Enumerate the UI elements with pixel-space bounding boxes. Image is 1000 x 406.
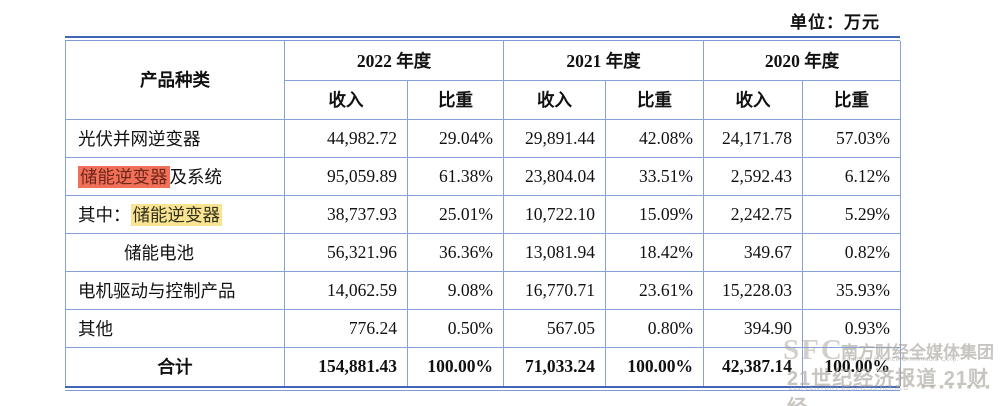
income-cell-2020: 2,242.75 [703,194,803,234]
income-cell-2021: 29,891.44 [503,118,606,158]
share-cell-2021: 0.80% [605,308,704,348]
watermark-squares: ■ ■ ■ ■ ■ ■ ■ ■ [921,384,991,391]
table-row: 其中： 储能逆变器 38,737.93 25.01% 10,722.10 15.0… [65,194,901,234]
product-label-text: 其他 [78,318,113,339]
total-share-2022: 100.00% [407,346,504,386]
share-cell-2020: 35.93% [802,270,901,310]
red-highlight: 储能逆变器 [78,165,170,188]
income-cell-2022: 56,321.96 [284,232,408,272]
product-label: 储能逆变器 及系统 [65,156,285,196]
share-cell-2022: 9.08% [407,270,504,310]
income-cell-2020: 24,171.78 [703,118,803,158]
income-cell-2022: 14,062.59 [284,270,408,310]
unit-label: 单位：万元 [790,13,880,32]
income-cell-2021: 23,804.04 [503,156,606,196]
share-cell-2022: 61.38% [407,156,504,196]
table-row: 储能逆变器 及系统 95,059.89 61.38% 23,804.04 33.5… [65,156,901,196]
income-cell-2022: 38,737.93 [284,194,408,234]
share-cell-2022: 36.36% [407,232,504,272]
year-header-2022: 2022 年度 [284,41,504,81]
table-header-sub: 收入 比重 收入 比重 收入 比重 [66,79,901,120]
income-cell-2020: 2,592.43 [703,156,803,196]
total-label: 合计 [65,346,285,386]
share-header-2021: 比重 [605,79,704,120]
total-income-2020: 42,387.14 [703,346,803,386]
year-header-2021: 2021 年度 [503,41,704,81]
income-header-2021: 收入 [503,79,606,120]
income-cell-2022: 95,059.89 [284,156,408,196]
table-row: 其他 776.24 0.50% 567.05 0.80% 394.90 0.93… [65,308,901,348]
year-header-2020: 2020 年度 [703,41,901,81]
share-cell-2022: 29.04% [407,118,504,158]
product-label: 储能电池 [65,232,285,272]
table-row: 储能电池 56,321.96 36.36% 13,081.94 18.42% 3… [65,232,901,272]
share-cell-2020: 57.03% [802,118,901,158]
income-cell-2021: 10,722.10 [503,194,606,234]
share-cell-2021: 15.09% [605,194,704,234]
share-cell-2020: 5.29% [802,194,901,234]
share-cell-2022: 25.01% [407,194,504,234]
product-label-text: 及系统 [169,166,223,187]
total-income-2022: 154,881.43 [284,346,408,386]
product-label: 电机驱动与控制产品 [65,270,285,310]
share-cell-2022: 0.50% [407,308,504,348]
yellow-highlight: 储能逆变器 [130,203,222,226]
share-cell-2020: 6.12% [802,156,901,196]
share-cell-2020: 0.82% [802,232,901,272]
total-share-2020: 100.00% [802,346,901,386]
income-cell-2022: 44,982.72 [284,118,408,158]
product-label: 其中： 储能逆变器 [65,194,285,234]
table-row-total: 合计 154,881.43 100.00% 71,033.24 100.00% … [65,346,901,386]
share-cell-2021: 42.08% [605,118,704,158]
product-label: 其他 [65,308,285,348]
total-income-2021: 71,033.24 [503,346,606,386]
share-cell-2021: 18.42% [605,232,704,272]
total-share-2021: 100.00% [605,346,704,386]
income-cell-2022: 776.24 [284,308,408,348]
share-header-2020: 比重 [802,79,901,120]
share-cell-2021: 23.61% [605,270,704,310]
income-cell-2020: 394.90 [703,308,803,348]
product-label-text: 其中： [78,204,131,225]
table-top-rule [65,36,900,41]
revenue-table: 产品种类 2022 年度 2021 年度 2020 年度 收入 比重 收入 比重… [65,41,901,386]
income-header-2022: 收入 [284,79,408,120]
income-cell-2021: 16,770.71 [503,270,606,310]
table-row: 电机驱动与控制产品 14,062.59 9.08% 16,770.71 23.6… [65,270,901,310]
product-label: 光伏并网逆变器 [65,118,285,158]
product-label-text: 储能电池 [124,242,194,263]
product-label-text: 电机驱动与控制产品 [78,280,236,301]
share-cell-2020: 0.93% [802,308,901,348]
income-cell-2020: 349.67 [703,232,803,272]
product-category-header: 产品种类 [65,41,285,120]
income-cell-2021: 13,081.94 [503,232,606,272]
table-header-years: 产品种类 2022 年度 2021 年度 2020 年度 [65,41,901,120]
income-header-2020: 收入 [703,79,803,120]
income-cell-2021: 567.05 [503,308,606,348]
table-bottom-rule [65,386,900,391]
product-label-text: 光伏并网逆变器 [78,128,201,149]
share-header-2022: 比重 [407,79,504,120]
income-cell-2020: 15,228.03 [703,270,803,310]
share-cell-2021: 33.51% [605,156,704,196]
table-row: 光伏并网逆变器 44,982.72 29.04% 29,891.44 42.08… [65,118,901,158]
